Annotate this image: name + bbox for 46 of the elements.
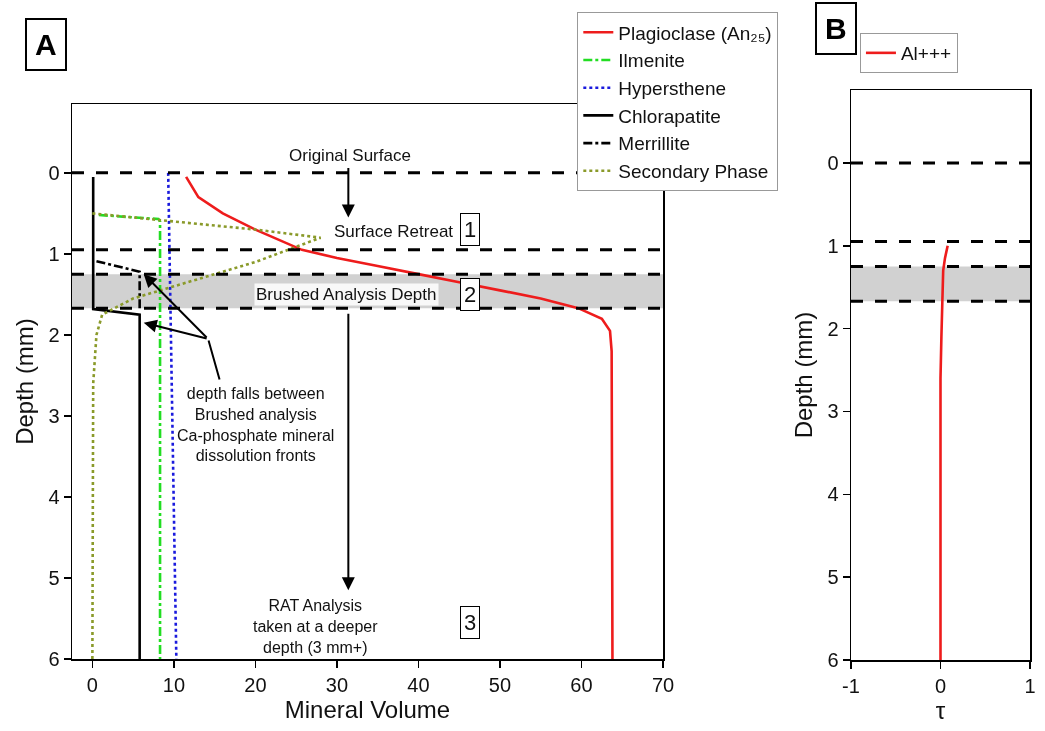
y-tick-label: 4 bbox=[827, 483, 839, 506]
x-tick-label: 70 bbox=[651, 673, 675, 696]
x-axis-title: τ bbox=[935, 696, 946, 724]
x-tick-label: 50 bbox=[488, 673, 512, 696]
annotation: depth falls between Brushed analysis Ca-phosphate mineral dissolution fronts bbox=[177, 385, 335, 465]
y-axis-title: Depth (mm) bbox=[10, 318, 38, 445]
legend-label: Ilmenite bbox=[618, 50, 685, 72]
annotation: 1 bbox=[464, 217, 477, 242]
x-axis-title: Mineral Volume bbox=[284, 695, 451, 723]
annotation: RAT Analysis taken at a deeper depth (3 mm+) bbox=[253, 597, 379, 656]
x-tick-label: 30 bbox=[325, 673, 349, 696]
x-tick-label: 10 bbox=[162, 673, 186, 696]
y-tick-label: 2 bbox=[827, 317, 839, 340]
y-tick-label: 2 bbox=[48, 323, 60, 346]
x-tick-label: 0 bbox=[934, 674, 947, 697]
annotation: 3 bbox=[464, 610, 477, 635]
y-tick-label: 0 bbox=[48, 161, 60, 184]
x-tick-label: 40 bbox=[407, 673, 430, 696]
text: A bbox=[35, 28, 57, 61]
y-tick-label: 0 bbox=[827, 151, 839, 174]
annotation: Brushed Analysis Depth bbox=[256, 285, 437, 304]
y-tick-label: 5 bbox=[827, 566, 839, 589]
y-tick-label: 4 bbox=[48, 485, 60, 508]
annotation: Surface Retreat bbox=[334, 222, 454, 241]
legend-label: Hypersthene bbox=[618, 78, 727, 100]
y-tick-label: 6 bbox=[827, 649, 839, 671]
y-tick-label: 5 bbox=[48, 566, 60, 589]
legend-label: Al+++ bbox=[900, 43, 952, 65]
x-tick-label: -1 bbox=[842, 674, 860, 697]
y-tick-label: 6 bbox=[48, 648, 60, 670]
x-tick-label: 20 bbox=[244, 673, 267, 696]
y-tick-label: 1 bbox=[827, 234, 839, 257]
y-axis-title: Depth (mm) bbox=[790, 311, 817, 439]
legend-label: Merrillite bbox=[618, 133, 691, 155]
y-tick-label: 3 bbox=[827, 400, 839, 423]
legend-label: Secondary Phase bbox=[618, 161, 769, 183]
y-tick-label: 1 bbox=[48, 242, 60, 265]
legend-label: Chlorapatite bbox=[618, 105, 721, 127]
x-tick-label: 60 bbox=[570, 673, 593, 696]
x-tick-label: 1 bbox=[1024, 674, 1036, 697]
annotation: Original Surface bbox=[289, 146, 411, 165]
y-tick-label: 3 bbox=[48, 404, 60, 427]
annotation: 2 bbox=[464, 282, 477, 307]
legend-label: Plagioclase (An₂₅) bbox=[618, 22, 772, 44]
text: B bbox=[825, 12, 847, 45]
x-tick-label: 0 bbox=[86, 673, 98, 696]
